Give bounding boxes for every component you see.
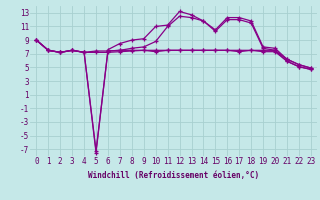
X-axis label: Windchill (Refroidissement éolien,°C): Windchill (Refroidissement éolien,°C)	[88, 171, 259, 180]
